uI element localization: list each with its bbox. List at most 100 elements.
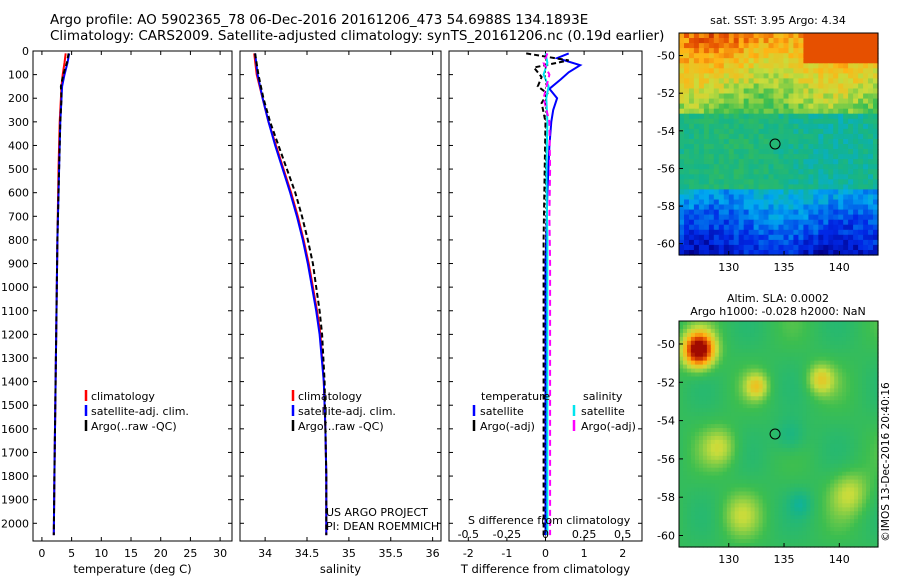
map-cell [862,372,867,378]
map-cell [873,224,879,231]
map-cell [854,336,859,342]
map-cell [798,250,804,256]
map-cell [822,340,827,346]
map-cell [774,404,780,409]
map-cell [850,360,855,366]
map-cell [718,68,725,74]
map-cell [838,515,843,520]
map-cell [853,83,859,90]
map-cell [786,495,792,501]
map-cell [788,219,795,226]
map-cell [818,543,823,548]
legend-label: satellite [581,405,625,418]
map-cell [834,491,839,497]
map-cell [822,455,827,461]
map-cell [713,38,720,44]
map-cell [778,364,784,370]
map-cell [773,133,780,140]
map-cell [853,93,859,100]
map-cell [854,348,859,354]
map-cell [793,118,799,125]
map-cell [854,388,859,393]
map-cell [710,392,716,397]
map-cell [846,336,851,342]
map-cell [806,507,811,512]
map-cell [690,376,696,382]
map-cell [838,159,844,165]
map-cell [763,244,770,251]
map-cell [708,108,715,115]
map-cell [873,93,879,100]
map-cell [702,352,708,358]
map-cell [758,471,764,477]
map-cell [874,352,879,358]
map-cell [762,511,768,516]
map-cell [746,495,752,501]
map-cell [866,420,871,425]
map-cell [854,372,859,378]
map-cell [806,455,811,461]
map-cell [843,68,849,74]
map-cell [874,511,879,516]
lon-tick-label: 135 [774,261,795,274]
map-cell [774,348,780,354]
map-cell [854,396,859,401]
map-cell [723,108,730,115]
map-cell [748,159,755,165]
map-cell [802,467,807,473]
map-cell [848,169,854,175]
map-cell [754,463,760,469]
map-cell [763,239,770,246]
map-cell [690,443,696,449]
map-cell [733,199,740,206]
map-cell [802,416,807,421]
map-cell [703,133,710,140]
map-cell [850,471,855,477]
map-cell [862,455,867,461]
map-cell [743,234,750,241]
map-cell [833,194,839,201]
map-cell [762,503,768,508]
map-cell [738,332,744,338]
map-cell [687,404,692,409]
map-cell [683,392,688,397]
map-cell [790,543,795,548]
map-cell [770,376,776,382]
map-cell [687,428,692,433]
map-cell [773,234,780,241]
map-cell [774,384,780,389]
series-line-t-satellite [544,52,583,536]
map-cell [766,499,772,504]
map-cell [826,325,831,330]
map-cell [723,139,730,145]
map-cell [758,388,764,393]
map-cell [833,108,839,115]
map-cell [848,38,854,44]
map-cell [718,459,724,465]
map-cell [726,428,732,433]
map-cell [762,447,768,453]
map-cell [687,479,692,485]
map-cell [693,179,700,185]
map-cell [693,219,700,226]
map-cell [806,491,811,497]
map-cell [702,408,708,413]
map-cell [782,332,788,338]
map-cell [814,404,819,409]
map-cell [762,495,768,501]
map-cell [694,432,700,437]
map-cell [810,396,815,401]
map-cell [853,88,859,95]
x-tick-label: 34.5 [295,547,320,560]
map-cell [770,340,776,346]
map-cell [770,471,776,477]
map-cell [853,189,859,195]
map-cell [758,539,764,544]
map-cell [703,118,710,125]
map-cell [683,519,688,524]
map-cell [734,332,740,338]
map-cell [870,511,875,516]
map-cell [754,539,760,544]
map-cell [703,38,710,44]
map-cell [679,239,685,246]
